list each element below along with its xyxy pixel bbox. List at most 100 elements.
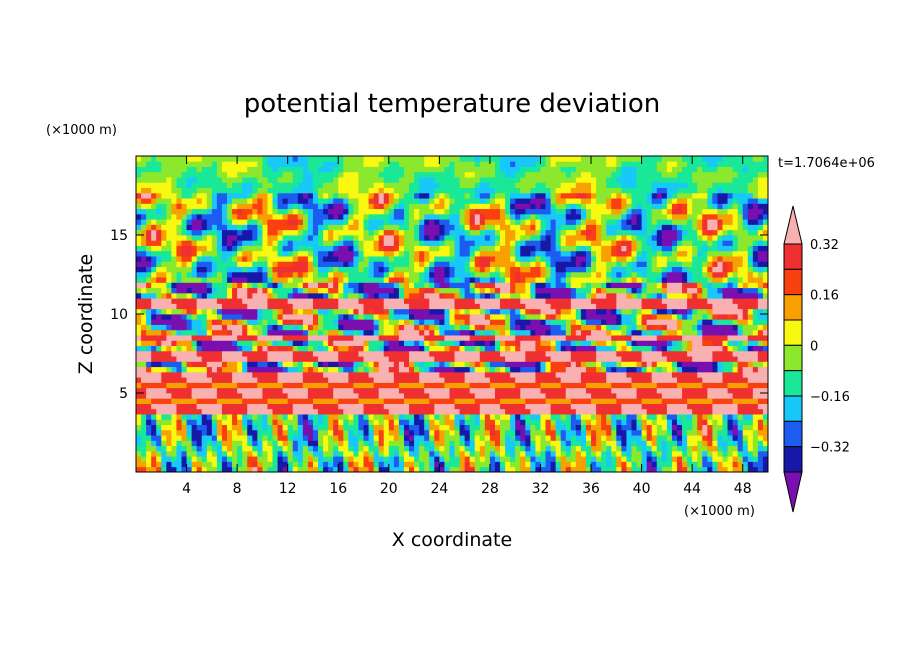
field-cell (464, 303, 471, 310)
field-cell (191, 308, 198, 315)
field-cell (237, 445, 243, 452)
field-cell (262, 408, 268, 415)
field-cell (621, 419, 627, 425)
field-cell (201, 371, 208, 378)
field-cell (601, 261, 607, 267)
field-cell (525, 335, 531, 341)
field-cell (191, 345, 198, 352)
field-cell (176, 429, 182, 436)
field-cell (181, 345, 187, 352)
field-cell (762, 419, 768, 425)
field-cell (211, 387, 218, 394)
field-cell (171, 303, 177, 310)
field-cell (752, 361, 759, 368)
field-cell (232, 329, 238, 336)
field-cell (520, 324, 526, 331)
field-cell (474, 335, 481, 341)
field-cell (692, 329, 698, 336)
field-cell (328, 282, 334, 289)
field-cell (439, 398, 445, 404)
field-cell (591, 335, 597, 341)
field-cell (540, 345, 546, 352)
field-cell (378, 377, 385, 383)
field-cell (661, 298, 668, 304)
field-cell (515, 466, 521, 472)
field-cell (692, 445, 698, 452)
field-cell (671, 266, 678, 273)
field-cell (479, 271, 486, 278)
field-cell (732, 440, 739, 447)
field-cell (201, 408, 208, 415)
field-cell (525, 393, 531, 399)
field-cell (206, 308, 213, 315)
field-cell (525, 314, 531, 320)
field-cell (591, 408, 597, 415)
field-cell (616, 350, 622, 357)
field-cell (409, 356, 415, 362)
field-cell (186, 303, 193, 310)
field-cell (318, 393, 324, 399)
field-cell (403, 456, 410, 462)
field-cell (651, 298, 658, 304)
field-cell (348, 403, 354, 410)
field-cell (419, 371, 425, 378)
field-cell (161, 440, 167, 447)
field-cell (333, 414, 339, 420)
field-cell (621, 461, 627, 468)
field-cell (161, 424, 167, 431)
field-cell (626, 377, 632, 383)
field-cell (697, 382, 703, 389)
field-cell (727, 356, 734, 362)
field-cell (520, 314, 526, 320)
field-cell (580, 271, 587, 278)
field-cell (227, 424, 233, 431)
field-cell (449, 414, 455, 420)
field-cell (237, 398, 243, 404)
field-cell (489, 319, 496, 325)
field-cell (494, 308, 501, 315)
field-cell (424, 292, 430, 299)
field-cell (545, 429, 551, 436)
field-cell (247, 403, 253, 410)
field-cell (505, 466, 511, 472)
field-cell (540, 387, 546, 394)
field-cell (434, 461, 440, 468)
field-cell (201, 266, 208, 273)
field-cell (227, 387, 233, 394)
field-cell (479, 371, 486, 378)
field-cell (161, 356, 167, 362)
field-cell (555, 345, 562, 352)
field-cell (333, 387, 339, 394)
field-cell (712, 435, 718, 441)
field-cell (297, 366, 304, 373)
field-cell (656, 287, 663, 294)
field-cell (277, 287, 284, 294)
field-cell (252, 419, 258, 425)
field-cell (171, 266, 177, 273)
field-cell (616, 414, 622, 420)
field-cell (722, 408, 728, 415)
field-cell (302, 435, 309, 441)
field-cell (505, 424, 511, 431)
field-cell (616, 461, 622, 468)
field-cell (206, 440, 213, 447)
field-cell (272, 287, 278, 294)
field-cell (707, 303, 713, 310)
field-cell (232, 314, 238, 320)
field-cell (307, 450, 314, 457)
field-cell (494, 377, 501, 383)
field-cell (343, 414, 349, 420)
field-cell (211, 308, 218, 315)
field-cell (439, 466, 445, 472)
field-cell (621, 366, 627, 373)
field-cell (161, 466, 167, 472)
field-cell (272, 466, 278, 472)
field-cell (722, 382, 728, 389)
field-cell (181, 350, 187, 357)
field-cell (393, 403, 400, 410)
field-cell (216, 350, 223, 357)
field-cell (439, 450, 445, 457)
field-cell (484, 361, 491, 368)
field-cell (591, 292, 597, 299)
field-cell (727, 371, 734, 378)
